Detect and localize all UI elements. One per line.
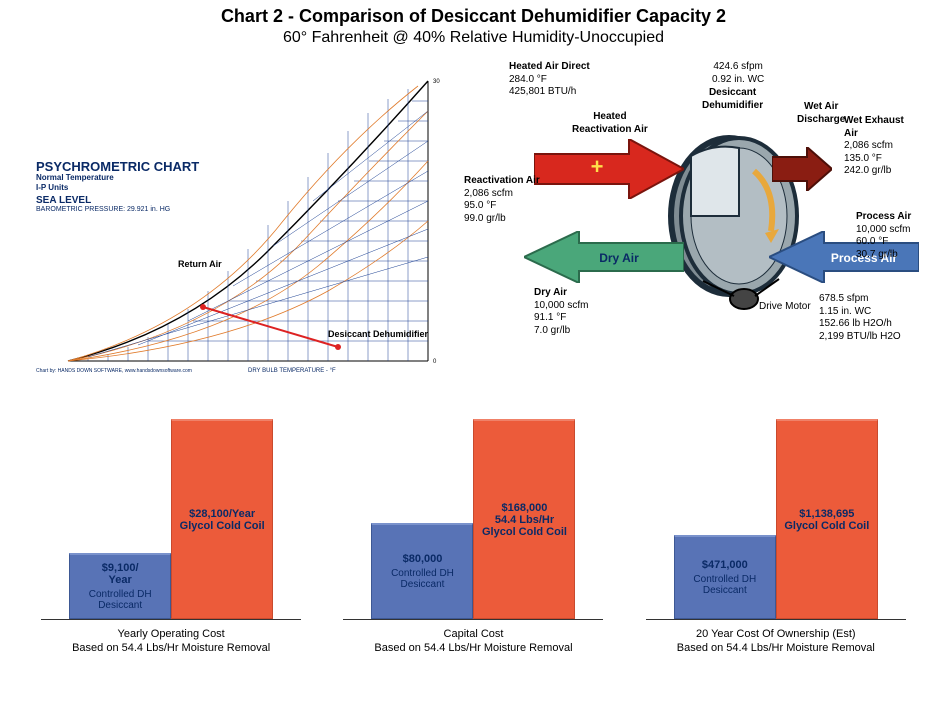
sub-title: 60° Fahrenheit @ 40% Relative Humidity-U… — [0, 29, 947, 47]
desiccant-dehum-label: Desiccant Dehumidifier — [328, 329, 428, 339]
bar-caption: Yearly Operating Cost Based on 54.4 Lbs/… — [72, 628, 270, 656]
main-title: Chart 2 - Comparison of Desiccant Dehumi… — [0, 6, 947, 27]
bar-blue: $471,000 Controlled DH Desiccant — [674, 535, 776, 619]
bar-caption: 20 Year Cost Of Ownership (Est) Based on… — [677, 628, 875, 656]
heated-reactivation-label: Heated Reactivation Air — [572, 111, 648, 136]
heated-reactivation-arrow: + — [534, 139, 684, 199]
bar-red: $1,138,695 Glycol Cold Coil — [776, 419, 878, 619]
drive-values-label: 678.5 sfpm 1.15 in. WC 152.66 lb H2O/h 2… — [819, 293, 901, 343]
bar-chart-yearly: $9,100/ Year Controlled DH Desiccant $28… — [31, 410, 311, 656]
heated-air-label: Heated Air Direct 284.0 °F 425,801 BTU/h — [509, 61, 590, 99]
top-center-label: 424.6 sfpm 0.92 in. WC — [712, 61, 764, 86]
bar-blue: $80,000 Controlled DH Desiccant — [371, 523, 473, 619]
psychro-line2: I-P Units — [36, 183, 68, 192]
top-row: 30 0 PSYCHROMETRIC CHART Normal Temperat… — [0, 61, 947, 386]
return-air-label: Return Air — [178, 259, 222, 269]
bar-inner: $28,100/Year Glycol Cold Coil — [171, 419, 273, 619]
psychro-sea: SEA LEVEL — [36, 195, 91, 206]
psychro-line1: Normal Temperature — [36, 173, 114, 182]
bar-area: $9,100/ Year Controlled DH Desiccant $28… — [41, 410, 301, 620]
bar-chart-20yr: $471,000 Controlled DH Desiccant $1,138,… — [636, 410, 916, 656]
bar-area: $80,000 Controlled DH Desiccant $168,000… — [343, 410, 603, 620]
psychro-xaxis: DRY BULB TEMPERATURE - °F — [248, 368, 336, 374]
bar-inner: $9,100/ Year Controlled DH Desiccant — [69, 553, 171, 619]
desiccant-diagram: + Dry Air Process Air Heated Air Direct … — [464, 61, 919, 381]
psychro-footer: Chart by: HANDS DOWN SOFTWARE, www.hands… — [36, 368, 192, 374]
bar-chart-capital: $80,000 Controlled DH Desiccant $168,000… — [333, 410, 613, 656]
process-line — [200, 304, 341, 350]
dry-air-label: Dry Air 10,000 scfm 91.1 °F 7.0 gr/lb — [534, 287, 588, 337]
svg-text:Dry Air: Dry Air — [599, 251, 639, 265]
wet-air-arrow — [772, 147, 832, 191]
bar-area: $471,000 Controlled DH Desiccant $1,138,… — [646, 410, 906, 620]
bar-caption: Capital Cost Based on 54.4 Lbs/Hr Moistu… — [374, 628, 572, 656]
wet-exhaust-label: Wet Exhaust Air 2,086 scfm 135.0 °F 242.… — [844, 115, 919, 178]
wet-air-discharge-label: Wet Air Discharge — [797, 101, 845, 126]
process-air-label: Process Air 10,000 scfm 60.0 °F 30.7 gr/… — [856, 211, 911, 261]
svg-text:+: + — [591, 154, 604, 179]
enthalpy-lines — [88, 111, 428, 357]
bar-charts-row: $9,100/ Year Controlled DH Desiccant $28… — [0, 410, 947, 656]
bar-red: $28,100/Year Glycol Cold Coil — [171, 419, 273, 619]
bar-blue: $9,100/ Year Controlled DH Desiccant — [69, 553, 171, 619]
desiccant-wheel-label: Desiccant Dehumidifier — [702, 87, 763, 112]
psychrometric-chart: 30 0 PSYCHROMETRIC CHART Normal Temperat… — [28, 61, 448, 381]
svg-text:30: 30 — [433, 79, 440, 85]
bar-red: $168,000 54.4 Lbs/Hr Glycol Cold Coil — [473, 419, 575, 619]
drive-motor-label: Drive Motor — [759, 301, 811, 314]
svg-text:0: 0 — [433, 359, 437, 365]
dry-air-arrow: Dry Air — [524, 231, 684, 283]
psychro-title: PSYCHROMETRIC CHART — [36, 159, 199, 174]
title-block: Chart 2 - Comparison of Desiccant Dehumi… — [0, 0, 947, 47]
psychro-baro: BAROMETRIC PRESSURE: 29.921 in. HG — [36, 206, 170, 213]
reactivation-air-label: Reactivation Air 2,086 scfm 95.0 °F 99.0… — [464, 175, 540, 225]
